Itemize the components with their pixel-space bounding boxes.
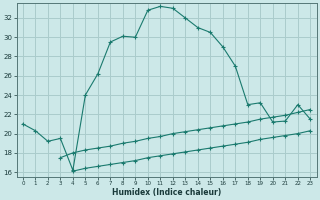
X-axis label: Humidex (Indice chaleur): Humidex (Indice chaleur) xyxy=(112,188,221,197)
